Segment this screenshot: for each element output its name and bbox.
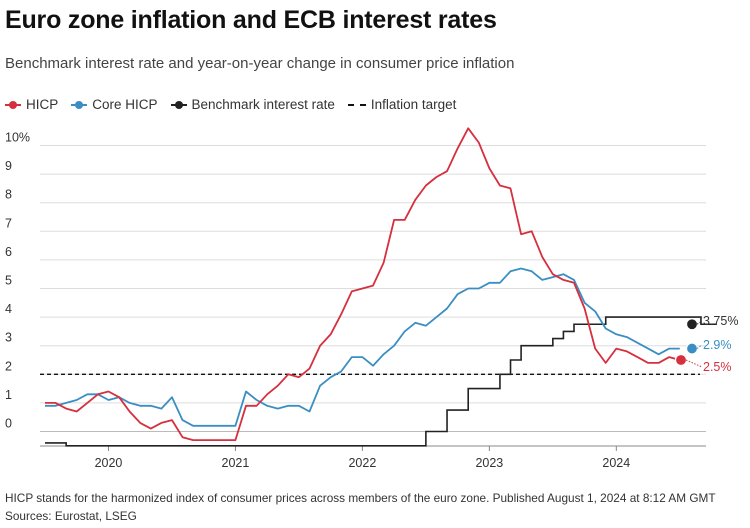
legend-item-benchmark-rate: Benchmark interest rate xyxy=(170,97,335,112)
end-label-layer: 3.75% 2.9% 2.5% xyxy=(674,314,738,374)
x-tick-label: 2023 xyxy=(475,456,503,470)
y-tick-label: 0 xyxy=(5,417,12,431)
end-label-hicp: 2.5% xyxy=(703,360,732,374)
series-layer xyxy=(40,127,717,447)
y-tick-label: 9 xyxy=(5,159,12,173)
x-tick-label: 2021 xyxy=(222,456,250,470)
source-note: Sources: Eurostat, LSEG xyxy=(5,509,137,523)
x-tick-label: 2022 xyxy=(348,456,376,470)
legend-label-hicp: HICP xyxy=(26,97,59,112)
chart-title: Euro zone inflation and ECB interest rat… xyxy=(5,6,497,34)
legend: HICP Core HICP Benchmark interest rate I… xyxy=(5,97,469,112)
x-tick-label: 2024 xyxy=(602,456,630,470)
legend-label-benchmark-rate: Benchmark interest rate xyxy=(191,97,335,112)
footnote: HICP stands for the harmonized index of … xyxy=(5,491,716,505)
grid-layer xyxy=(40,145,706,432)
end-leader-core xyxy=(696,344,703,349)
end-leader-rate xyxy=(696,320,703,325)
end-label-core: 2.9% xyxy=(703,338,732,352)
chart-subtitle: Benchmark interest rate and year-on-year… xyxy=(5,55,515,72)
x-tick-label: 2020 xyxy=(95,456,123,470)
end-marker-core xyxy=(685,342,699,355)
y-tick-label: 5 xyxy=(5,274,12,288)
y-tick-label: 6 xyxy=(5,245,12,259)
legend-label-core-hicp: Core HICP xyxy=(92,97,158,112)
y-tick-label: 10% xyxy=(5,131,30,145)
y-tick-label: 3 xyxy=(5,331,12,345)
y-tick-label: 7 xyxy=(5,216,12,230)
series-line-core xyxy=(45,267,680,427)
axis-layer: 0 1 2 3 4 5 6 7 8 9 10% 2020 2021 2022 2023 2024 xyxy=(5,131,706,470)
legend-swatch-inflation-target xyxy=(347,100,366,110)
series-line-hicp xyxy=(45,127,681,442)
end-marker-hicp xyxy=(674,353,688,367)
legend-label-inflation-target: Inflation target xyxy=(370,97,457,112)
y-tick-label: 2 xyxy=(5,359,12,373)
series-line-benchmark-rate xyxy=(45,316,717,447)
legend-item-hicp: HICP xyxy=(5,97,58,112)
y-tick-label: 1 xyxy=(5,388,12,402)
end-leader-hicp xyxy=(685,359,703,368)
legend-item-core-hicp: Core HICP xyxy=(71,97,158,112)
legend-item-inflation-target: Inflation target xyxy=(347,97,457,112)
end-label-rate: 3.75% xyxy=(703,314,738,328)
legend-swatch-benchmark-rate xyxy=(170,100,187,110)
end-marker-rate xyxy=(685,318,699,331)
y-tick-label: 8 xyxy=(5,188,12,202)
legend-swatch-hicp xyxy=(5,100,21,110)
line-chart: 0 1 2 3 4 5 6 7 8 9 10% 2020 2021 2022 2023 2024 3.75% 2… xyxy=(5,127,738,470)
legend-swatch-core-hicp xyxy=(71,100,88,110)
y-tick-label: 4 xyxy=(5,302,12,316)
